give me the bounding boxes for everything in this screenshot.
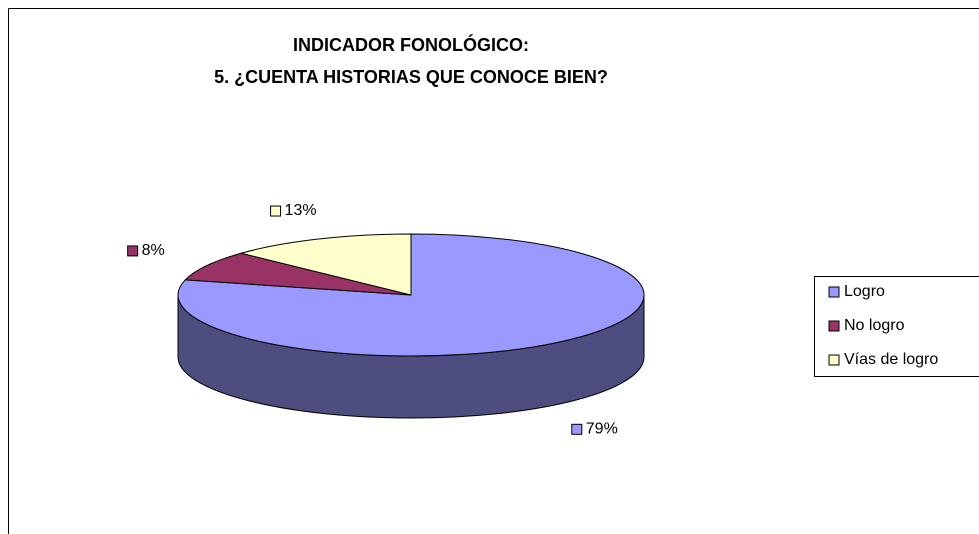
data-label: 13% bbox=[285, 202, 317, 219]
data-label: 8% bbox=[142, 242, 165, 259]
legend-label: Vías de logro bbox=[844, 351, 938, 368]
legend-label: Logro bbox=[844, 283, 885, 300]
legend-box bbox=[814, 276, 979, 377]
legend-label: No logro bbox=[844, 317, 905, 334]
slice bbox=[239, 233, 412, 296]
slice bbox=[184, 252, 412, 296]
legend-key bbox=[828, 320, 840, 332]
label-key bbox=[270, 205, 282, 217]
legend-key bbox=[828, 286, 840, 298]
data-label: 79% bbox=[586, 421, 618, 438]
pie-tops bbox=[177, 233, 645, 357]
label-key bbox=[127, 245, 139, 257]
chart-title: INDICADOR FONOLÓGICO: bbox=[293, 34, 529, 55]
chart-title: 5. ¿CUENTA HISTORIAS QUE CONOCE BIEN? bbox=[214, 67, 608, 87]
legend-key bbox=[828, 354, 840, 366]
label-key bbox=[571, 423, 583, 435]
